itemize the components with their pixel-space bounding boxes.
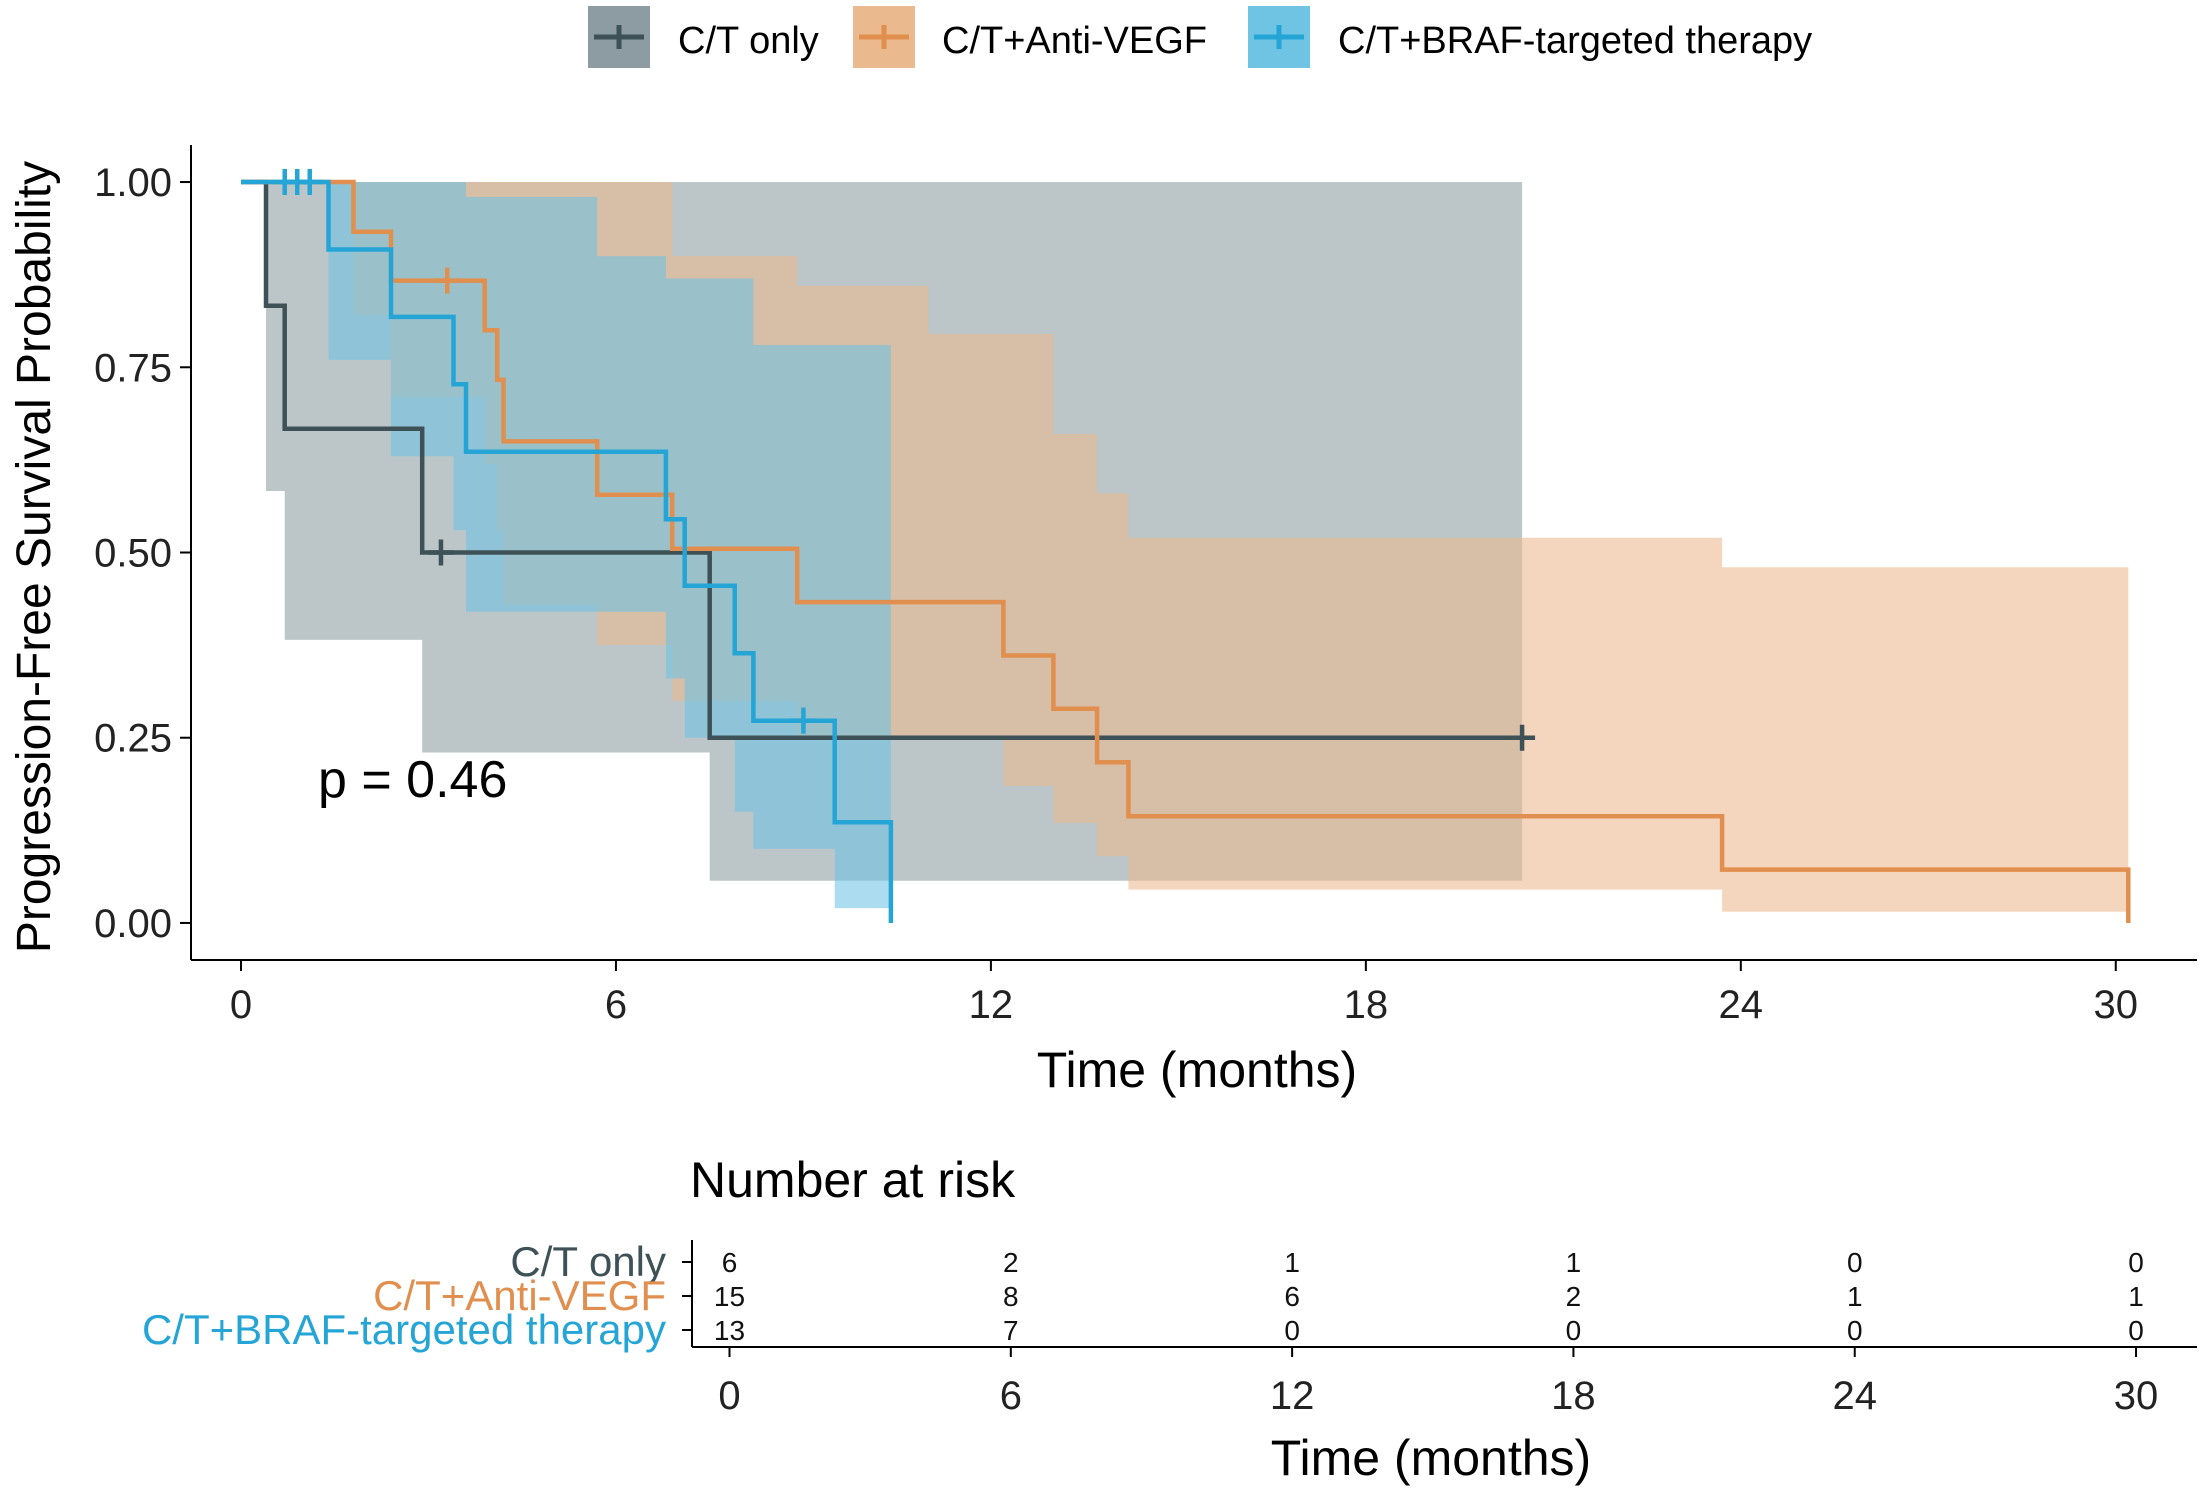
- risk-x-tick-label: 6: [1000, 1374, 1022, 1418]
- risk-count: 15: [714, 1281, 745, 1312]
- censor-mark-c-t-only: [1509, 724, 1536, 751]
- risk-table-x-axis-title: Time (months): [1271, 1430, 1591, 1486]
- censor-mark-c-t-braf-targeted-therapy: [790, 707, 817, 734]
- censor-mark-c-t-braf-targeted-therapy: [296, 169, 323, 196]
- risk-count: 6: [1284, 1281, 1300, 1312]
- risk-count: 6: [722, 1247, 738, 1278]
- km-plot: 0 6 12 18 24 30 0.00 0.25 0.50 0.75 1.00 p = 0.46…: [8, 145, 2197, 1098]
- censor-mark-c-t-anti-vegf: [434, 267, 461, 294]
- y-axis-ticks: 0.00 0.25 0.50 0.75 1.00: [94, 161, 191, 946]
- risk-table-rows: C/T only 6 2 1 1 0 0C/T+Anti-VEGF 15 8 6 2 1 1C/T+BR…: [142, 1238, 2144, 1353]
- risk-table: Number at risk C/T only 6 2 1 1 0 0C/T+Anti-VE…: [142, 1152, 2197, 1486]
- y-tick-label: 0.25: [94, 717, 172, 761]
- risk-x-tick-label: 0: [718, 1374, 740, 1418]
- risk-count: 1: [1284, 1247, 1300, 1278]
- risk-count: 0: [2128, 1315, 2144, 1346]
- x-tick-label: 12: [969, 983, 1014, 1027]
- x-tick-label: 6: [605, 983, 627, 1027]
- x-tick-label: 0: [230, 983, 252, 1027]
- risk-count: 13: [714, 1315, 745, 1346]
- y-axis-title: Progression-Free Survival Probability: [8, 161, 61, 953]
- risk-x-tick-label: 12: [1270, 1374, 1315, 1418]
- risk-count: 1: [2128, 1281, 2144, 1312]
- x-tick-label: 30: [2094, 983, 2139, 1027]
- confidence-bands: [241, 182, 2129, 912]
- y-tick-label: 1.00: [94, 161, 172, 205]
- risk-row-label-c-t-anti-vegf: C/T+Anti-VEGF: [373, 1272, 666, 1319]
- legend-item-ct-only: C/T only: [588, 6, 819, 68]
- legend: C/T only C/T+Anti-VEGF C/T+BRAF-targeted…: [588, 6, 1812, 68]
- risk-count: 1: [1847, 1281, 1863, 1312]
- risk-count: 8: [1003, 1281, 1019, 1312]
- legend-label-ct-braf: C/T+BRAF-targeted therapy: [1338, 20, 1812, 62]
- censor-mark-c-t-only: [427, 539, 454, 566]
- curve-c-t-only: [241, 179, 1523, 740]
- x-tick-label: 24: [1719, 983, 1764, 1027]
- risk-count: 0: [1847, 1315, 1863, 1346]
- risk-count: 0: [1566, 1315, 1582, 1346]
- risk-count: 0: [1847, 1247, 1863, 1278]
- y-tick-label: 0.00: [94, 902, 172, 946]
- ci-band-c-t-braf-targeted-therapy: [241, 182, 891, 909]
- risk-row-label-c-t-braf-targeted-therapy: C/T+BRAF-targeted therapy: [142, 1306, 666, 1353]
- risk-x-tick-label: 30: [2114, 1374, 2159, 1418]
- x-tick-label: 18: [1344, 983, 1389, 1027]
- risk-count: 0: [2128, 1247, 2144, 1278]
- x-axis-ticks: 0 6 12 18 24 30: [230, 960, 2138, 1027]
- risk-count: 2: [1003, 1247, 1019, 1278]
- censor-marks: [271, 169, 1536, 751]
- legend-label-ct-only: C/T only: [678, 20, 819, 62]
- risk-x-tick-label: 24: [1832, 1374, 1877, 1418]
- legend-item-ct-anti-vegf: C/T+Anti-VEGF: [853, 6, 1207, 68]
- legend-label-ct-anti-vegf: C/T+Anti-VEGF: [942, 20, 1207, 62]
- y-tick-label: 0.75: [94, 346, 172, 390]
- risk-x-tick-label: 18: [1551, 1374, 1596, 1418]
- risk-count: 7: [1003, 1315, 1019, 1346]
- y-tick-label: 0.50: [94, 532, 172, 576]
- risk-count: 1: [1566, 1247, 1582, 1278]
- p-value-annotation: p = 0.46: [318, 751, 507, 809]
- legend-item-ct-braf: C/T+BRAF-targeted therapy: [1248, 6, 1812, 68]
- risk-row-label-c-t-only: C/T only: [510, 1238, 666, 1285]
- risk-table-x-ticks: 0 6 12 18 24 30: [718, 1347, 2158, 1418]
- risk-count: 0: [1284, 1315, 1300, 1346]
- risk-table-title: Number at risk: [690, 1152, 1016, 1208]
- risk-count: 2: [1566, 1281, 1582, 1312]
- x-axis-title: Time (months): [1037, 1042, 1357, 1098]
